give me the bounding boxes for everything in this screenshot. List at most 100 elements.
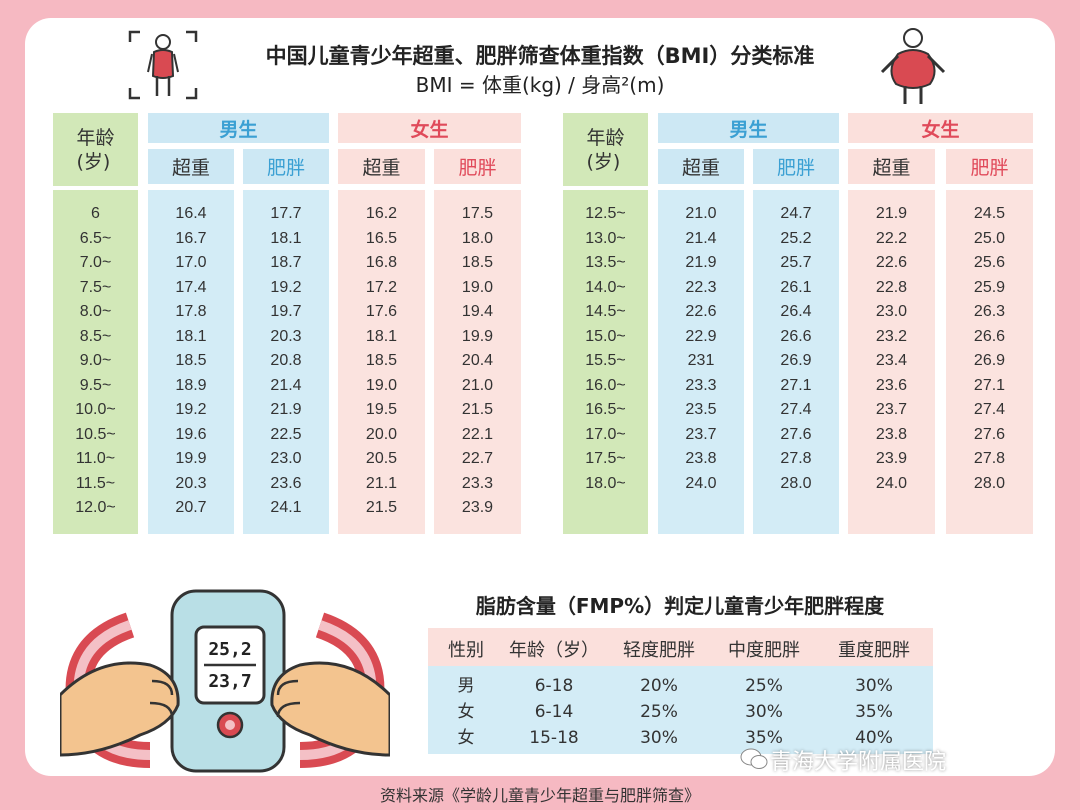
left_table-column-bg: [243, 190, 329, 534]
fmp-cell: 女: [457, 728, 475, 748]
right_table-cell: 18.0~: [585, 474, 626, 492]
left_table-cell: 16.2: [365, 205, 398, 222]
left_table-cell: 10.0~: [75, 401, 116, 418]
right_table-cell: 231: [687, 352, 715, 369]
left_table-column-bg: [53, 190, 138, 534]
right_table-cell: 27.8: [973, 450, 1006, 467]
right_table-cell: 26.1: [780, 278, 812, 296]
left_table-cell: 24.1: [270, 499, 302, 516]
left_table-cell: 23.9: [461, 499, 494, 516]
left_table-cell: 19.5: [365, 401, 398, 418]
right_table-cell: 23.5: [685, 401, 717, 418]
watermark: 青海大学附属医院: [770, 750, 947, 775]
left_table-cell: 16.8: [365, 254, 398, 271]
fmp-header-cell: 中度肥胖: [728, 640, 800, 661]
fmp-body-band: [428, 666, 933, 754]
left_table-cell: 17.5: [461, 205, 494, 222]
wechat-icon: [740, 748, 768, 769]
left_table-cell: 7.5~: [79, 278, 112, 296]
fmp-cell: 6-18: [534, 676, 574, 696]
left_table-cell: 20.0: [365, 425, 398, 443]
right_table-cell: 23.8: [685, 450, 717, 467]
right_table-column-bg: [946, 190, 1033, 534]
overweight-child-icon: [880, 28, 946, 104]
left_table-cell: 16.5: [365, 229, 398, 247]
fmp-cell: 20%: [640, 676, 678, 696]
fmp-cell: 25%: [745, 676, 783, 696]
left_table-cell: 19.0: [461, 278, 494, 296]
left_table-cell: 21.1: [365, 474, 398, 492]
left_table-cell: 8.0~: [79, 303, 112, 320]
fmp-header-cell: 年龄（岁）: [509, 640, 599, 661]
right_table-cell: 22.9: [685, 327, 717, 345]
left_table-cell: 20.3: [270, 327, 302, 345]
right_table-cell: 16.0~: [585, 376, 626, 394]
fmp-cell: 35%: [745, 728, 783, 748]
left_table-cell: 17.8: [175, 303, 207, 320]
left_table-cell: 17.0: [175, 254, 207, 271]
right_table-cell: 21.0: [685, 205, 717, 222]
fmp-cell: 35%: [855, 702, 893, 722]
left_table-group-male: 男生: [148, 113, 329, 143]
left_table-cell: 21.5: [365, 499, 398, 516]
left_table-cell: 10.5~: [75, 425, 116, 443]
left_table-cell: 21.4: [270, 376, 302, 394]
left_table-cell: 21.0: [461, 376, 494, 394]
left_table-cell: 20.3: [175, 474, 207, 492]
left_table-cell: 7.0~: [79, 254, 112, 271]
left_table-cell: 9.5~: [79, 376, 112, 394]
left_table-cell: 11.0~: [75, 450, 116, 467]
right_table-cell: 25.9: [973, 278, 1006, 296]
right_table-cell: 23.6: [875, 376, 908, 394]
left_table-cell: 18.5: [365, 352, 398, 369]
left_table-cell: 18.0: [461, 229, 494, 247]
right_table-cell: 14.0~: [585, 278, 626, 296]
left_table-cell: 23.0: [270, 450, 302, 467]
left_table-cell: 22.5: [270, 425, 302, 443]
right_table-column-bg: [563, 190, 648, 534]
right_table-sub-header: 肥胖: [753, 149, 839, 184]
right_table-cell: 22.2: [875, 229, 908, 247]
fmp-header-cell: 轻度肥胖: [623, 640, 695, 661]
left_table-cell: 11.5~: [75, 474, 116, 492]
fmp-cell: 男: [457, 676, 475, 696]
fmp-cell: 25%: [640, 702, 678, 722]
left_table-cell: 22.1: [461, 425, 494, 443]
right_table-cell: 21.4: [685, 229, 717, 247]
right_table-cell: 15.0~: [585, 327, 626, 345]
right_table-sub-header: 超重: [658, 149, 744, 184]
right_table-cell: 14.5~: [585, 303, 626, 320]
left_table-cell: 23.3: [461, 474, 494, 492]
left_table-cell: 19.9: [461, 327, 494, 345]
right_table-cell: 28.0: [973, 474, 1006, 492]
thin-child-icon: [128, 30, 198, 100]
fmp-cell: 30%: [745, 702, 783, 722]
right_table-group-female: 女生: [848, 113, 1033, 143]
right_table-cell: 27.1: [780, 376, 812, 394]
right_table-cell: 27.1: [973, 376, 1006, 394]
right_table-cell: 24.7: [780, 205, 812, 222]
right_table-cell: 24.5: [973, 205, 1006, 222]
right_table-cell: 22.6: [875, 254, 908, 271]
right_table-age-header: 年龄 (岁): [563, 113, 648, 186]
right_table-cell: 28.0: [780, 474, 812, 492]
right_table-cell: 23.3: [685, 376, 717, 394]
right_table-cell: 27.4: [780, 401, 812, 418]
right_table-cell: 27.8: [780, 450, 812, 467]
right_table-cell: 21.9: [875, 205, 908, 222]
right_table-cell: 26.9: [973, 352, 1006, 369]
left_table-cell: 9.0~: [79, 352, 112, 369]
right_table-cell: 23.4: [875, 352, 908, 369]
right_table-cell: 22.6: [685, 303, 717, 320]
right_table-cell: 26.6: [780, 327, 812, 345]
right_table-cell: 21.9: [685, 254, 717, 271]
right_table-cell: 24.0: [685, 474, 717, 492]
left_table-cell: 6: [91, 205, 100, 222]
right_table-cell: 26.6: [973, 327, 1006, 345]
left_table-cell: 18.9: [175, 376, 207, 394]
left_table-cell: 18.1: [365, 327, 398, 345]
right_table-cell: 25.2: [780, 229, 812, 247]
right_table-cell: 17.0~: [585, 425, 626, 443]
fmp-cell: 6-14: [534, 702, 574, 722]
right_table-group-male: 男生: [658, 113, 839, 143]
